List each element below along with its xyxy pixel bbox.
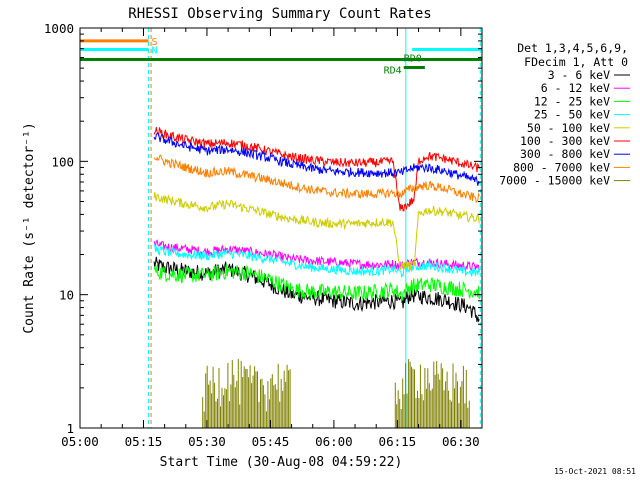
- y-tick-label-1: 10: [59, 288, 74, 303]
- x-tick-label-5: 06:15: [379, 434, 417, 449]
- series-line-0: [153, 256, 480, 323]
- series-line-4: [153, 191, 480, 271]
- y-tick-label-2: 100: [51, 154, 74, 169]
- y-axis-ticks: 1 10 100 1000: [44, 21, 482, 436]
- series-line-8: [202, 359, 470, 428]
- state-bar-label-4: RD4: [384, 66, 402, 77]
- plot-frame: [79, 27, 483, 429]
- state-bar-label-5: RD0: [404, 54, 422, 65]
- legend-label-0: 3 - 6 keV: [548, 68, 610, 82]
- legend-label-1: 6 - 12 keV: [541, 81, 610, 95]
- legend-header-line-2: FDecim 1, Att 0: [524, 55, 628, 69]
- state-bar-label-0: S: [152, 37, 158, 48]
- y-tick-label-0: 1: [66, 421, 74, 436]
- render-timestamp: 15-Oct-2021 08:51: [554, 467, 636, 476]
- legend-label-2: 12 - 25 keV: [534, 94, 610, 108]
- x-tick-label-0: 05:00: [61, 434, 99, 449]
- legend-label-8: 7000 - 15000 keV: [499, 174, 610, 188]
- x-axis-label: Start Time (30-Aug-08 04:59:22): [160, 455, 403, 470]
- series-line-6: [153, 132, 480, 186]
- legend-label-4: 50 - 100 keV: [527, 121, 610, 135]
- legend-label-7: 800 - 7000 keV: [513, 160, 610, 174]
- legend-label-5: 100 - 300 keV: [520, 134, 610, 148]
- series-line-3: [153, 243, 480, 279]
- series-line-5: [153, 126, 480, 212]
- x-tick-label-1: 05:15: [125, 434, 163, 449]
- legend-label-6: 300 - 800 keV: [520, 147, 610, 161]
- x-tick-label-3: 05:45: [252, 434, 290, 449]
- chart-title: RHESSI Observing Summary Count Rates: [128, 6, 431, 22]
- series-line-7: [153, 154, 480, 204]
- y-axis-label: Count Rate (s⁻¹ detector⁻¹): [22, 122, 37, 333]
- x-tick-label-2: 05:30: [188, 434, 226, 449]
- legend: Det 1,3,4,5,6,9, FDecim 1, Att 0 3 - 6 k…: [499, 41, 630, 188]
- x-tick-label-6: 06:30: [442, 434, 480, 449]
- x-tick-label-4: 06:00: [315, 434, 353, 449]
- y-tick-label-3: 1000: [44, 21, 74, 36]
- legend-header-line-1: Det 1,3,4,5,6,9,: [517, 41, 628, 55]
- legend-label-3: 25 - 50 keV: [534, 108, 610, 122]
- series-line-2: [153, 263, 480, 303]
- x-axis-ticks: 05:00 05:15 05:30 05:45 06:00 06:15 06:30: [61, 28, 483, 449]
- state-bar-label-1: N: [152, 45, 158, 56]
